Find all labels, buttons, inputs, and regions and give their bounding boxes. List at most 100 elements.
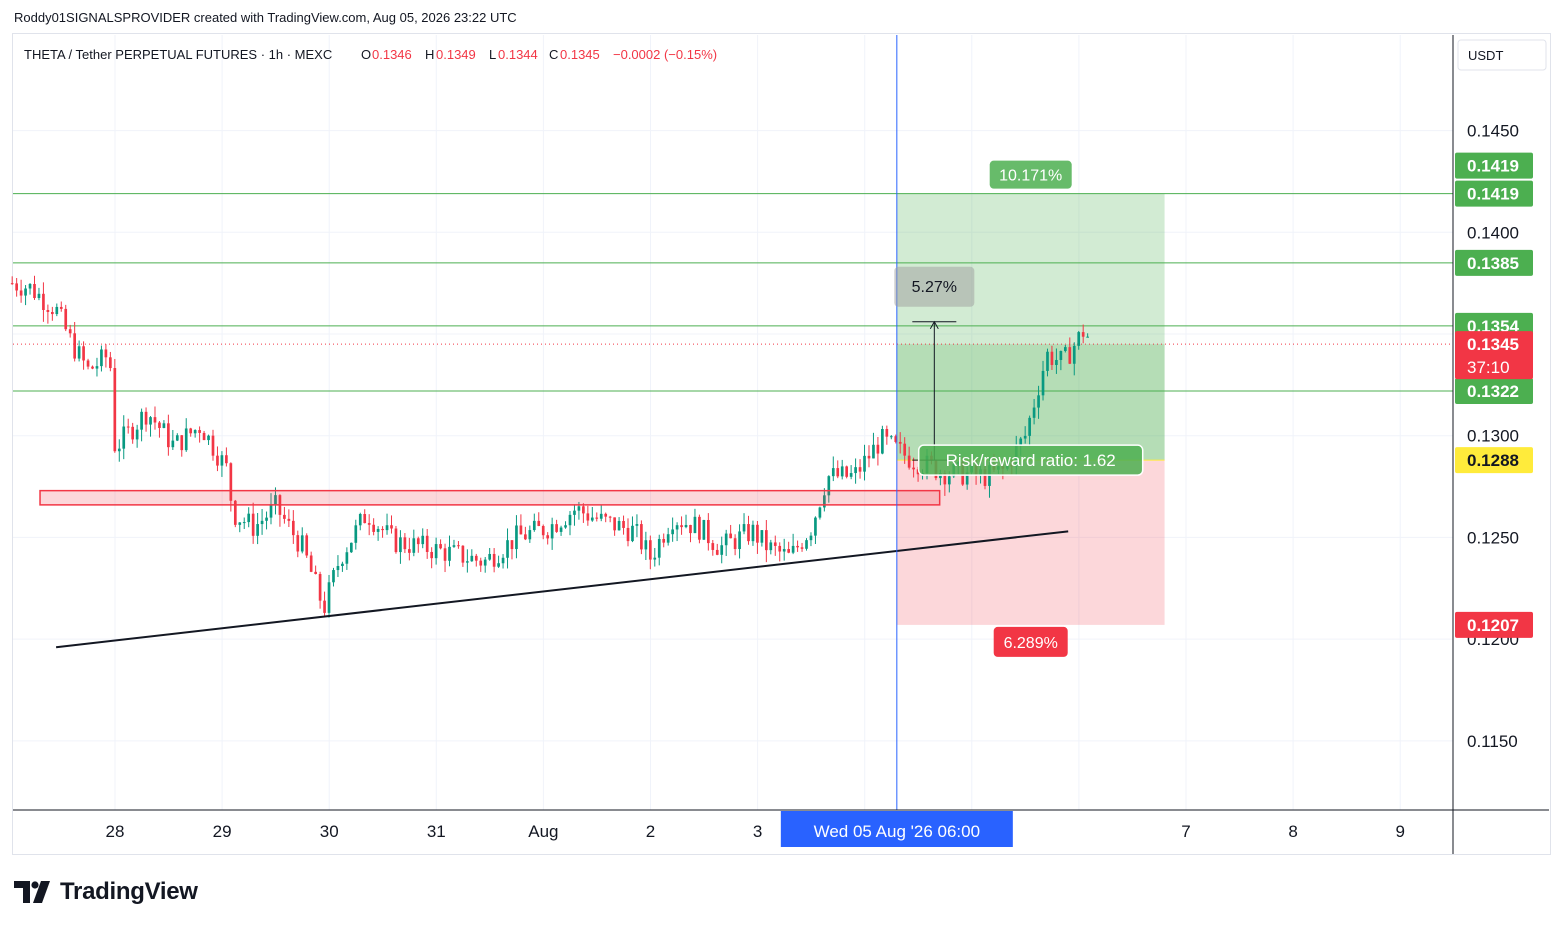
candle-body <box>327 582 331 613</box>
candle-body <box>1019 438 1023 446</box>
candle-body <box>274 495 277 505</box>
candle-body <box>765 530 768 551</box>
candle-body <box>613 517 616 531</box>
candle-body <box>662 538 666 543</box>
candle-body <box>318 574 322 601</box>
tradingview-logo-icon <box>14 881 50 903</box>
y-tick-label: 0.1450 <box>1467 122 1519 141</box>
candle-body <box>671 529 674 535</box>
candle-body <box>983 469 987 486</box>
rr-box <box>917 444 1144 476</box>
open-profit-zone <box>896 344 1165 461</box>
axes: 0.14500.14000.13000.12500.12000.11500.14… <box>13 35 1549 854</box>
candle-body <box>626 527 630 542</box>
x-tick-label: 2 <box>646 822 655 841</box>
candle-body <box>421 535 425 545</box>
candle-body <box>564 525 567 528</box>
candle-body <box>354 525 358 543</box>
candle-body <box>345 552 349 564</box>
candle-body <box>773 542 777 546</box>
candle-body <box>184 428 188 451</box>
candle-body <box>19 290 23 296</box>
candle-body <box>238 522 242 525</box>
candle-body <box>635 524 639 526</box>
candle-body <box>122 426 126 449</box>
candle-body <box>309 555 313 572</box>
candle-body <box>1077 332 1081 346</box>
candle-body <box>648 540 652 560</box>
candle-body <box>528 530 532 540</box>
candle-body <box>158 422 161 428</box>
candle-body <box>149 417 152 425</box>
candle-body <box>827 476 831 496</box>
candle-body <box>434 544 438 559</box>
candle-body <box>100 349 103 367</box>
current-price-label: 0.1345 <box>1467 335 1519 354</box>
candle-body <box>836 468 840 477</box>
candle-body <box>1055 359 1058 365</box>
candle-body <box>595 517 599 519</box>
candle-body <box>760 530 764 543</box>
legend-change: −0.0002 (−0.15%) <box>613 47 717 62</box>
candle-body <box>818 507 822 518</box>
candle-body <box>425 535 429 552</box>
candle-body <box>46 309 50 313</box>
candle-body <box>323 600 326 613</box>
candle-body <box>586 513 590 521</box>
candle-body <box>390 525 393 529</box>
candle-body <box>898 441 902 444</box>
legend-close-label: C <box>549 47 558 62</box>
target-price-label-box <box>1455 152 1533 179</box>
chart-frame <box>12 33 1551 855</box>
candle-body <box>109 357 112 369</box>
candle-body <box>82 346 85 361</box>
candle-body <box>831 468 835 477</box>
candle-body <box>858 467 862 472</box>
candle-body <box>175 435 179 441</box>
candle-body <box>332 570 335 583</box>
candle-body <box>608 516 612 518</box>
drawings: 5.27% 10.171% 6.289% Risk/reward ratio: 1.6… <box>39 35 1144 810</box>
candle-body <box>336 566 340 571</box>
candle-body <box>916 469 920 475</box>
currency-button[interactable]: USDT <box>1457 39 1547 71</box>
crosshair-date-box <box>780 811 1013 847</box>
candle-body <box>198 430 201 433</box>
candle-body <box>1046 351 1049 371</box>
candle-body <box>104 349 108 358</box>
line-price-label: 0.1419 <box>1467 185 1519 204</box>
candle-body <box>233 500 237 525</box>
candle-body <box>550 524 554 539</box>
stop-pct-box <box>993 626 1068 657</box>
candle-body <box>573 510 576 515</box>
candle-body <box>756 524 759 543</box>
candle-body <box>631 525 634 542</box>
candle-body <box>943 473 947 485</box>
target-pct-box <box>989 160 1072 189</box>
candle-body <box>247 513 251 523</box>
candle-body <box>492 553 496 567</box>
candle-body <box>180 435 184 451</box>
candle-body <box>412 538 416 553</box>
target-price-label: 0.1419 <box>1467 157 1519 176</box>
candle-body <box>403 537 407 550</box>
candle-body <box>269 504 273 518</box>
candle-body <box>399 537 402 553</box>
candle-body <box>265 517 268 521</box>
candle-body <box>599 513 603 519</box>
candle-body <box>885 429 889 437</box>
candle-body <box>1023 435 1027 439</box>
candle-body <box>448 546 451 561</box>
candle-body <box>220 455 224 466</box>
tradingview-logo[interactable]: TradingView <box>14 878 198 906</box>
candle-body <box>863 455 866 472</box>
candle-body <box>59 306 63 309</box>
candle-body <box>604 513 608 517</box>
candle-body <box>782 549 786 552</box>
legend-low-label: L <box>489 47 496 62</box>
horizontal-lines <box>13 193 1453 392</box>
x-tick-label: 30 <box>320 822 339 841</box>
candle-body <box>314 571 317 575</box>
measure-label-box <box>894 266 975 307</box>
